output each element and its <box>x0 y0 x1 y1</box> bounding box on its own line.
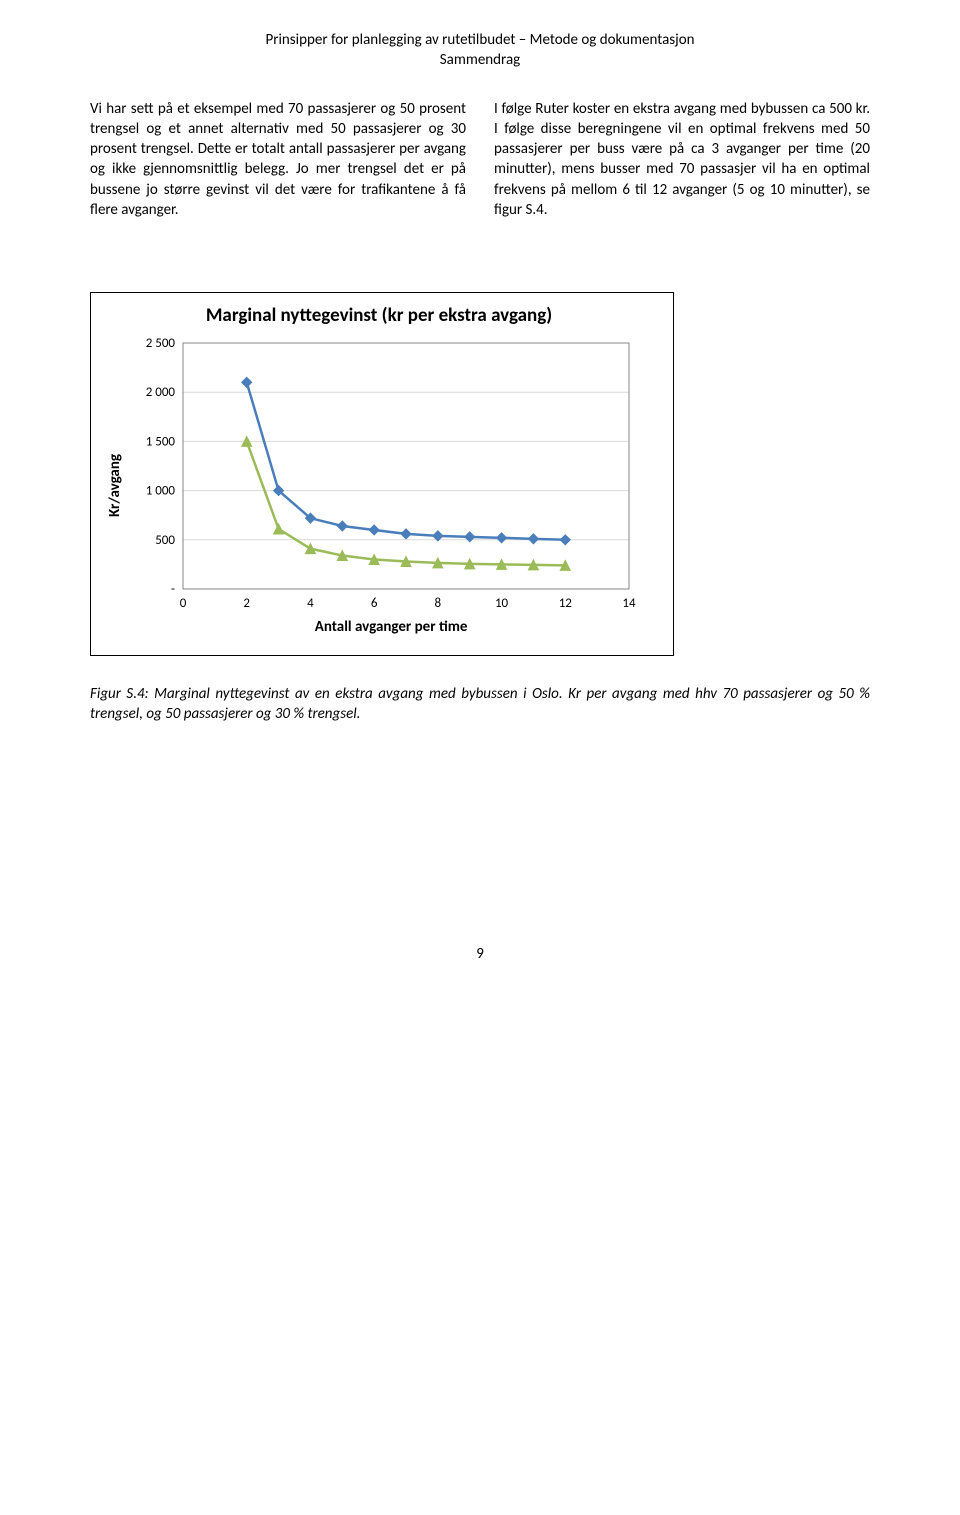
svg-text:4: 4 <box>307 596 314 611</box>
svg-text:8: 8 <box>435 596 442 611</box>
chart-ylabel: Kr/avgang <box>105 454 125 517</box>
svg-text:-: - <box>171 582 175 597</box>
line-chart: - 500 1 000 1 500 2 000 2 500 0 2 4 6 8 10 12 14 <box>129 335 639 615</box>
svg-text:2 000: 2 000 <box>146 385 176 400</box>
chart-xlabel: Antall avganger per time <box>129 617 653 637</box>
figure-caption: Figur S.4: Marginal nyttegevinst av en e… <box>90 684 870 725</box>
svg-text:1 500: 1 500 <box>146 434 176 449</box>
header-line-2: Sammendrag <box>90 50 870 70</box>
body-col-right: I følge Ruter koster en ekstra avgang me… <box>494 99 870 221</box>
svg-text:2 500: 2 500 <box>146 336 176 351</box>
svg-text:1 000: 1 000 <box>146 483 176 498</box>
document-header: Prinsipper for planlegging av rutetilbud… <box>90 30 870 71</box>
svg-text:10: 10 <box>495 596 509 611</box>
body-col-left: Vi har sett på et eksempel med 70 passas… <box>90 99 466 221</box>
svg-text:14: 14 <box>623 596 637 611</box>
page-number: 9 <box>90 944 870 964</box>
svg-text:0: 0 <box>180 596 187 611</box>
body-columns: Vi har sett på et eksempel med 70 passas… <box>90 99 870 221</box>
svg-text:2: 2 <box>244 596 251 611</box>
chart-title: Marginal nyttegevinst (kr per ekstra avg… <box>105 303 653 329</box>
svg-text:12: 12 <box>559 596 573 611</box>
chart-container: Marginal nyttegevinst (kr per ekstra avg… <box>90 292 674 656</box>
svg-text:6: 6 <box>371 596 378 611</box>
svg-text:500: 500 <box>155 532 175 547</box>
page: Prinsipper for planlegging av rutetilbud… <box>0 0 960 1005</box>
header-line-1: Prinsipper for planlegging av rutetilbud… <box>90 30 870 50</box>
